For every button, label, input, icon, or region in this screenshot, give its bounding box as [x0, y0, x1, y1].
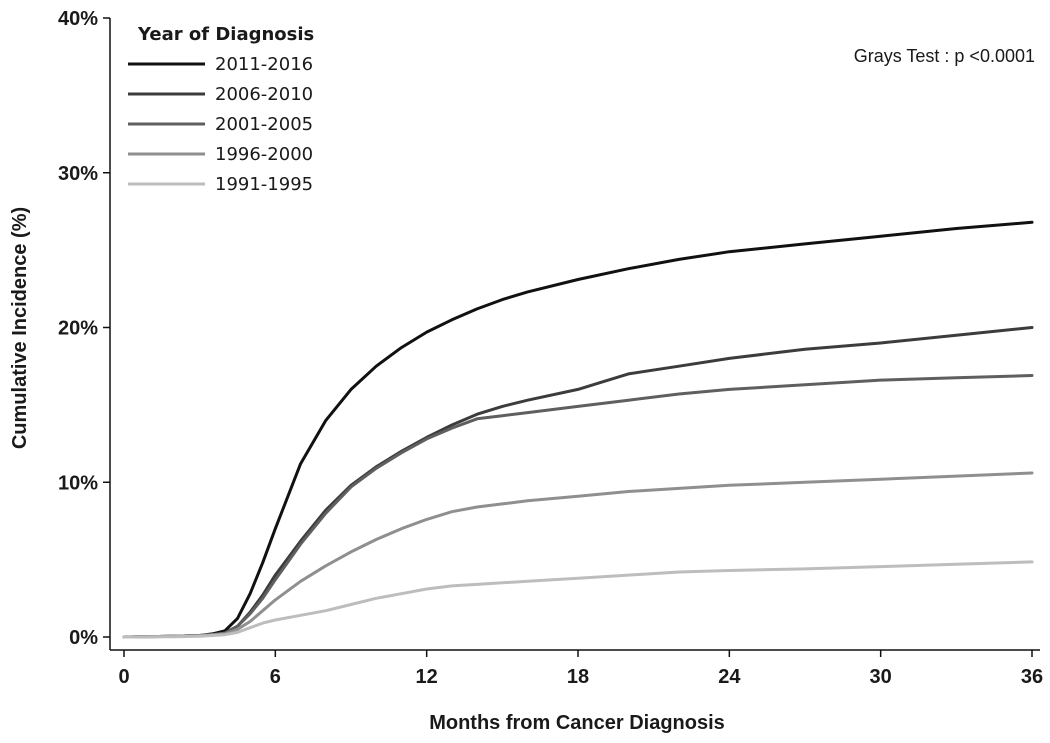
legend-label: 2006-2010	[215, 84, 313, 105]
legend-label: 1991-1995	[215, 174, 313, 195]
legend-items: 2011-2016 2006-2010 2001-2005 1996-2000 1991…	[128, 54, 313, 195]
x-tick-label: 36	[1021, 666, 1043, 688]
legend-label: 2011-2016	[215, 54, 313, 75]
x-ticks: 0 6 12 18 24 30 36	[118, 650, 1043, 688]
series-line-1991-1995	[122, 560, 1034, 639]
legend-title: Year of Diagnosis	[137, 24, 314, 45]
series-line-1996-2000	[122, 471, 1034, 639]
y-tick-label: 0%	[69, 627, 98, 649]
x-tick-label: 0	[118, 666, 129, 688]
x-tick-label: 18	[567, 666, 589, 688]
y-tick-label: 30%	[58, 163, 98, 185]
y-axis-title: Cumulative Incidence (%)	[9, 207, 31, 449]
grays-test-annotation: Grays Test : p <0.0001	[854, 46, 1035, 66]
x-tick-label: 24	[718, 666, 741, 688]
legend-label: 1996-2000	[215, 144, 313, 165]
series-line-2006-2010	[122, 326, 1034, 639]
y-ticks: 0% 10% 20% 30% 40%	[58, 8, 110, 649]
legend: Year of Diagnosis 2011-2016 2006-2010 2001…	[128, 24, 314, 195]
series-lines	[122, 220, 1034, 639]
legend-label: 2001-2005	[215, 114, 313, 135]
x-tick-label: 30	[870, 666, 892, 688]
x-tick-label: 12	[416, 666, 438, 688]
x-axis-title: Months from Cancer Diagnosis	[429, 712, 725, 734]
x-tick-label: 6	[270, 666, 281, 688]
y-tick-label: 40%	[58, 8, 98, 30]
series-line-2011-2016	[122, 220, 1034, 639]
axes	[109, 18, 1040, 651]
y-tick-label: 20%	[58, 318, 98, 340]
y-tick-label: 10%	[58, 472, 98, 494]
